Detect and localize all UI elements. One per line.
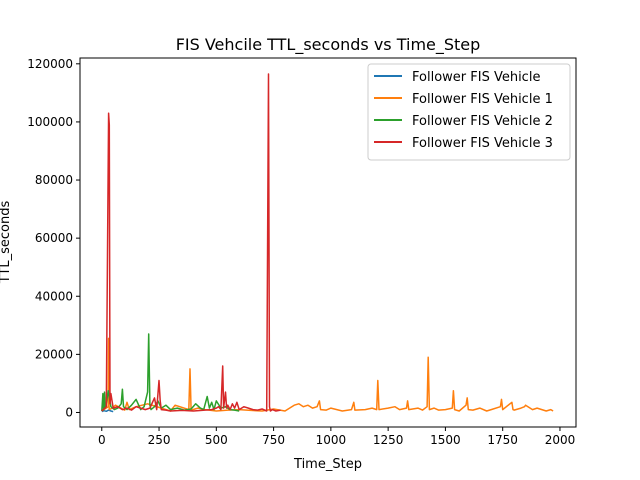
x-tick-label: 250	[148, 433, 171, 447]
x-tick-label: 1250	[373, 433, 404, 447]
y-tick-label: 0	[65, 405, 73, 419]
y-tick-label: 120000	[27, 57, 73, 71]
y-axis: 0 20000 40000 60000 80000 100000 120000	[27, 57, 80, 419]
x-tick-label: 0	[98, 433, 106, 447]
plot-lines	[101, 73, 554, 413]
y-tick-label: 60000	[35, 231, 73, 245]
legend-box	[367, 63, 571, 161]
x-tick-label: 1750	[487, 433, 518, 447]
y-axis-label: TTL_seconds	[0, 201, 13, 285]
legend: Follower FIS Vehicle Follower FIS Vehicle…	[367, 63, 571, 161]
y-tick-label: 100000	[27, 115, 73, 129]
x-axis-label: Time_Step	[293, 457, 362, 472]
legend-label: Follower FIS Vehicle 1	[412, 92, 553, 107]
chart-title: FIS Vehcile TTL_seconds vs Time_Step	[176, 35, 481, 55]
legend-label: Follower FIS Vehicle	[412, 70, 540, 85]
legend-label: Follower FIS Vehicle 3	[412, 136, 553, 151]
x-axis: 0 250 500 750 1000 1250 1500 1750 2000	[98, 427, 575, 447]
x-tick-label: 2000	[545, 433, 576, 447]
x-tick-label: 500	[205, 433, 228, 447]
series-line-3	[101, 73, 281, 412]
series-line-1	[101, 337, 554, 412]
series-line-2	[101, 333, 240, 412]
y-tick-label: 80000	[35, 173, 73, 187]
x-tick-label: 1000	[316, 433, 347, 447]
x-tick-label: 1500	[430, 433, 461, 447]
legend-label: Follower FIS Vehicle 2	[412, 114, 553, 129]
y-tick-label: 40000	[35, 289, 73, 303]
x-tick-label: 750	[262, 433, 285, 447]
series-line-0	[101, 409, 114, 413]
y-tick-label: 20000	[35, 347, 73, 361]
plot-frame	[79, 57, 577, 428]
